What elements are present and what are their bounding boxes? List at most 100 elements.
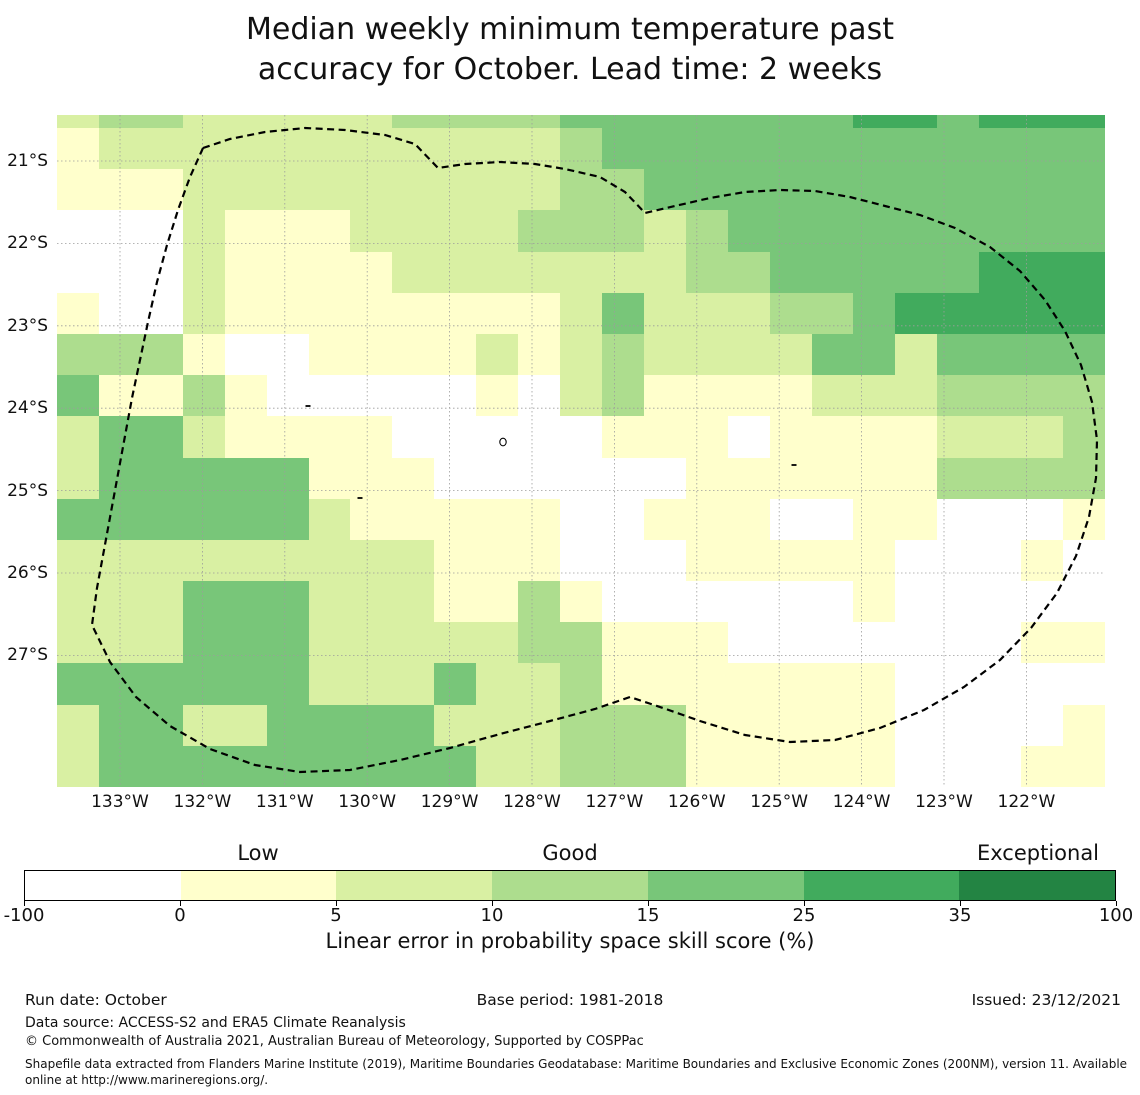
heatmap-cell	[811, 416, 854, 458]
heatmap-cell	[392, 539, 435, 582]
heatmap-cell	[392, 210, 435, 252]
x-axis-tick-label: 126°W	[667, 792, 726, 812]
heatmap-cell	[560, 539, 602, 582]
heatmap-cell	[727, 745, 770, 787]
heatmap-cell	[266, 375, 309, 417]
heatmap-cell	[182, 251, 225, 293]
heatmap-cell	[140, 581, 183, 623]
heatmap-cell	[308, 375, 351, 417]
colorbar-tick-mark	[1116, 901, 1117, 906]
heatmap-cell	[643, 251, 686, 293]
heatmap-cell	[1021, 128, 1064, 170]
heatmap-cell	[601, 292, 644, 334]
heatmap-cell	[57, 663, 99, 705]
heatmap-cell	[853, 210, 896, 252]
heatmap-cell	[727, 663, 770, 705]
heatmap-cell	[811, 115, 854, 128]
heatmap-cell	[895, 251, 938, 293]
heatmap-cell	[266, 539, 309, 582]
heatmap-cell	[601, 251, 644, 293]
heatmap-cell	[476, 622, 519, 664]
heatmap-cell	[769, 416, 812, 458]
heatmap-cell	[937, 115, 980, 128]
heatmap-cell	[727, 498, 770, 540]
x-axis-tick-label: 127°W	[585, 792, 644, 812]
heatmap-cell	[727, 581, 770, 623]
heatmap-cell	[1063, 745, 1105, 787]
heatmap-cell	[853, 745, 896, 787]
heatmap-cell	[350, 498, 393, 540]
heatmap-cell	[895, 581, 938, 623]
heatmap-cell	[1063, 251, 1105, 293]
heatmap-cell	[979, 457, 1022, 499]
heatmap-cell	[224, 457, 267, 499]
heatmap-cell	[811, 745, 854, 787]
heatmap-cell	[434, 457, 477, 499]
heatmap-cell	[518, 663, 561, 705]
colorbar-tick-label: 0	[174, 905, 186, 926]
heatmap-cell	[350, 663, 393, 705]
footer-data-source: Data source: ACCESS-S2 and ERA5 Climate …	[25, 1015, 406, 1031]
heatmap-cell	[643, 457, 686, 499]
heatmap-cell	[308, 539, 351, 582]
heatmap-cell	[1021, 115, 1064, 128]
heatmap-cell	[266, 292, 309, 334]
colorbar-tick-mark	[24, 901, 25, 906]
heatmap-cell	[811, 539, 854, 582]
heatmap-cell	[895, 622, 938, 664]
heatmap-cell	[1063, 539, 1105, 582]
heatmap-cell	[308, 745, 351, 787]
heatmap-cell	[57, 539, 99, 582]
heatmap-cell	[140, 457, 183, 499]
colorbar-tick-mark	[180, 901, 181, 906]
heatmap-cell	[560, 251, 602, 293]
heatmap-cell	[57, 457, 99, 499]
y-axis-tick-label: 21°S	[7, 151, 48, 171]
heatmap-cell	[685, 581, 728, 623]
heatmap-cell	[685, 169, 728, 211]
heatmap-cell	[518, 292, 561, 334]
heatmap-cell	[518, 498, 561, 540]
heatmap-cell	[518, 457, 561, 499]
heatmap-cell	[182, 745, 225, 787]
heatmap-cell	[979, 375, 1022, 417]
heatmap-cell	[476, 416, 519, 458]
heatmap-cell	[224, 663, 267, 705]
heatmap-cell	[769, 128, 812, 170]
heatmap-cell	[308, 333, 351, 376]
heatmap-cell	[434, 416, 477, 458]
heatmap-cell	[1063, 663, 1105, 705]
heatmap-cell	[308, 251, 351, 293]
heatmap-cell	[853, 115, 896, 128]
heatmap-cell	[518, 333, 561, 376]
heatmap-cell	[140, 169, 183, 211]
heatmap-cell	[266, 169, 309, 211]
heatmap-cell	[560, 115, 602, 128]
colorbar-tick-label: 5	[330, 905, 342, 926]
heatmap-cell	[57, 581, 99, 623]
heatmap-cell	[643, 663, 686, 705]
heatmap-cell	[601, 539, 644, 582]
heatmap-cell	[643, 115, 686, 128]
heatmap-cell	[518, 745, 561, 787]
heatmap-cell	[1021, 498, 1064, 540]
heatmap-cell	[308, 169, 351, 211]
heatmap-cell	[434, 498, 477, 540]
heatmap-cell	[937, 210, 980, 252]
heatmap-cell	[685, 416, 728, 458]
heatmap-cell	[392, 416, 435, 458]
heatmap-cell	[434, 704, 477, 746]
heatmap-cell	[224, 581, 267, 623]
heatmap-cell	[350, 210, 393, 252]
heatmap-cell	[182, 539, 225, 582]
footer-copyright: © Commonwealth of Australia 2021, Austra…	[25, 1034, 644, 1049]
heatmap-cell	[224, 416, 267, 458]
heatmap-cell	[266, 128, 309, 170]
heatmap-cell	[1063, 581, 1105, 623]
heatmap-cell	[476, 169, 519, 211]
heatmap-cell	[811, 128, 854, 170]
heatmap-cell	[643, 622, 686, 664]
y-axis-tick-label: 26°S	[7, 563, 48, 583]
heatmap-cell	[937, 622, 980, 664]
heatmap-cell	[685, 704, 728, 746]
